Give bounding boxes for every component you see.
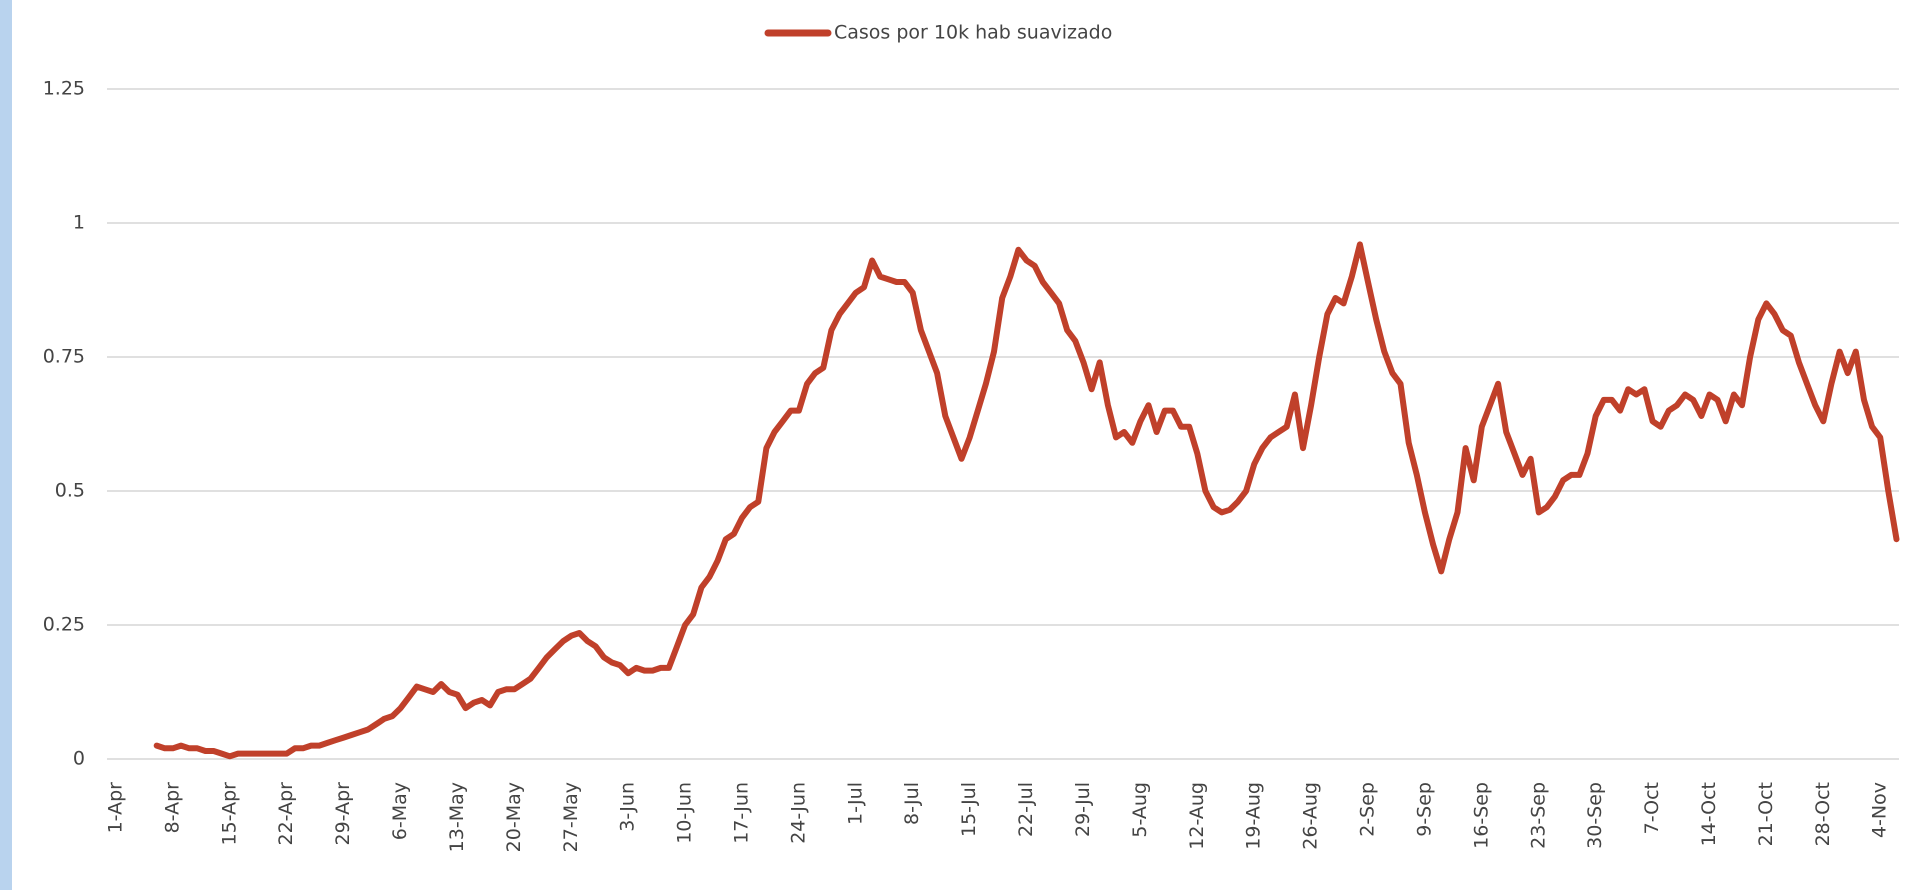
x-tick-label: 9-Sep [1413,782,1435,837]
x-tick-label: 23-Sep [1527,782,1549,849]
x-tick-label: 29-Jul [1072,782,1094,837]
x-tick-label: 2-Sep [1357,782,1379,837]
x-tick-label: 29-Apr [332,782,354,846]
x-tick-label: 8-Jul [901,782,923,825]
x-tick-label: 28-Oct [1812,782,1834,846]
x-tick-label: 12-Aug [1186,782,1208,850]
y-tick-label: 0 [73,748,85,770]
data-line [153,241,1900,760]
y-tick-label: 0.75 [43,346,85,368]
x-tick-label: 20-May [503,782,525,852]
x-tick-label: 6-May [389,782,411,840]
x-tick-label: 10-Jun [674,782,696,844]
x-tick-label: 14-Oct [1698,782,1720,846]
x-tick-label: 8-Apr [161,782,183,834]
x-tick-label: 19-Aug [1243,782,1265,850]
x-tick-label: 26-Aug [1300,782,1322,850]
x-tick-label: 4-Nov [1869,782,1891,838]
window-border [0,0,12,890]
x-tick-label: 16-Sep [1470,782,1492,849]
y-tick-label: 0.25 [43,614,85,636]
legend-label: Casos por 10k hab suavizado [834,22,1112,44]
x-tick-label: 1-Apr [105,782,127,834]
x-tick-label: 24-Jun [787,782,809,844]
x-tick-label: 1-Jul [844,782,866,825]
x-tick-label: 3-Jun [617,782,639,832]
y-tick-label: 1 [73,212,85,234]
x-tick-label: 5-Aug [1129,782,1151,838]
x-tick-label: 30-Sep [1584,782,1606,849]
x-tick-label: 22-Jul [1015,782,1037,837]
x-tick-label: 21-Oct [1755,782,1777,846]
x-tick-label: 13-May [446,782,468,852]
x-tick-label: 22-Apr [275,782,297,846]
y-tick-label: 1.25 [43,78,85,100]
x-tick-label: 15-Apr [218,782,240,846]
y-tick-label: 0.5 [55,480,85,502]
x-tick-label: 15-Jul [958,782,980,837]
x-tick-label: 7-Oct [1641,782,1663,834]
x-tick-label: 27-May [560,782,582,852]
x-tick-label: 17-Jun [731,782,753,844]
